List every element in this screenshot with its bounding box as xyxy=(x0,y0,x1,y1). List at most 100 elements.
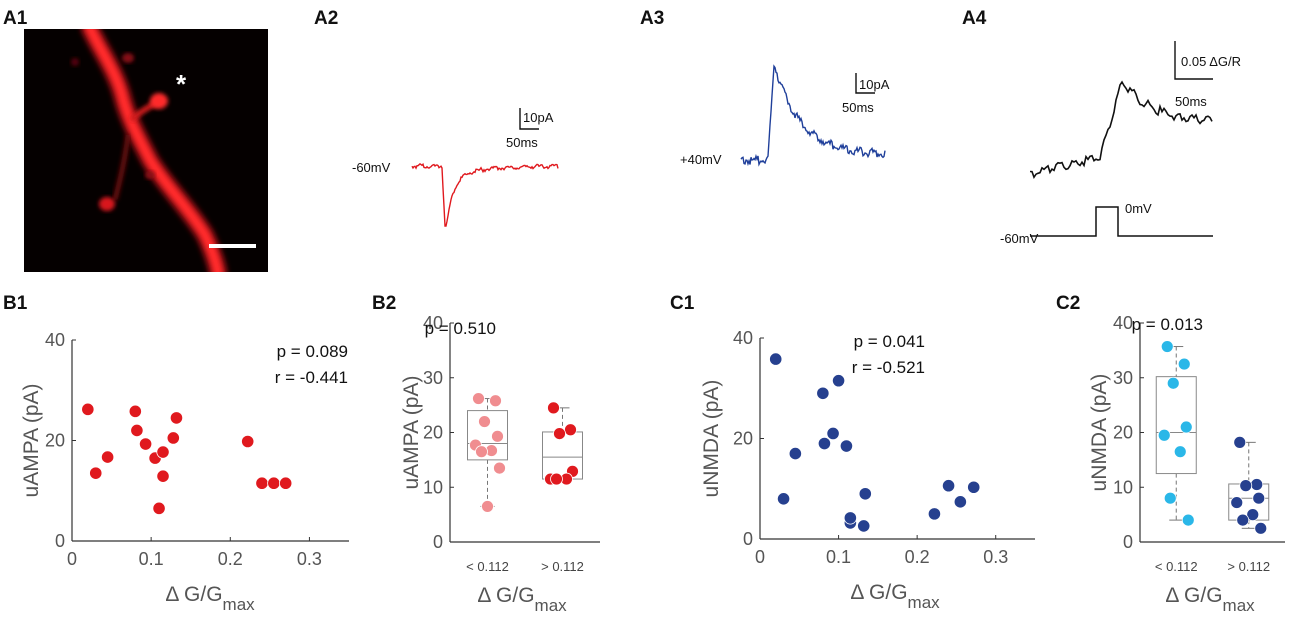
c1-y-tick-label: 40 xyxy=(733,328,753,348)
c1-data-point xyxy=(816,386,830,400)
a1-micrograph: * xyxy=(24,29,268,272)
c2-y-tick-label: 30 xyxy=(1113,368,1133,388)
c2-data-point xyxy=(1239,479,1253,493)
b2-x-axis-label: Δ G/Gmax xyxy=(477,584,567,615)
c2-box xyxy=(1155,376,1197,475)
a2-holding-label: -60mV xyxy=(352,160,391,175)
panel-label-a3: A3 xyxy=(640,8,664,29)
a2-epsc-trace xyxy=(411,162,559,227)
b2-data-point xyxy=(547,401,560,415)
b1-x-tick-label: 0.1 xyxy=(139,549,164,569)
b1-x-tick-label: 0.3 xyxy=(297,549,322,569)
c2-stat-1: p = 0.013 xyxy=(1132,315,1203,334)
c1-data-point xyxy=(927,507,942,521)
c2-box-chart: 0 10 20 30 40 uNMDA (pA) Δ G/Gmax p = 0.013 < 0.… xyxy=(1088,313,1285,615)
spine-asterisk: * xyxy=(176,69,187,99)
b2-y-tick-label: 0 xyxy=(433,532,443,552)
a2-scale-bar: 10pA 50ms xyxy=(506,108,554,150)
b2-y-tick-label: 40 xyxy=(423,313,443,333)
b1-x-axis-label: Δ G/Gmax xyxy=(165,583,255,614)
b1-data-point xyxy=(156,469,170,483)
b1-data-point xyxy=(152,501,166,515)
b1-x-tick-label: 0 xyxy=(67,549,77,569)
panel-label-c1: C1 xyxy=(670,293,695,314)
panel-label-a1: A1 xyxy=(3,8,28,29)
b1-data-point xyxy=(156,445,170,459)
c2-y-tick-label: 0 xyxy=(1123,532,1133,552)
b1-data-point xyxy=(267,476,281,490)
b2-y-axis-label: uAMPA (pA) xyxy=(400,376,423,490)
b1-data-point xyxy=(81,402,95,416)
b1-data-point xyxy=(130,423,144,438)
c1-data-point xyxy=(967,480,981,494)
b2-data-point xyxy=(550,472,563,486)
b1-data-point xyxy=(139,437,153,451)
c1-data-point xyxy=(839,439,854,453)
c2-data-point xyxy=(1173,445,1187,459)
c1-y-tick-label: 0 xyxy=(743,529,753,549)
c1-data-point xyxy=(941,479,956,493)
c2-data-point xyxy=(1252,491,1266,505)
b2-stat-1: p = 0.510 xyxy=(425,319,496,338)
c2-y-tick-label: 10 xyxy=(1113,477,1133,497)
b1-stat-1: p = 0.089 xyxy=(277,342,348,361)
c2-data-point xyxy=(1230,496,1244,509)
b2-data-point xyxy=(478,415,491,428)
a4-voltage-step xyxy=(1030,206,1213,237)
panel-label-c2: C2 xyxy=(1056,293,1080,314)
b2-data-point xyxy=(564,423,577,437)
a2-scale-y: 10pA xyxy=(523,110,554,125)
a4-scale-x: 50ms xyxy=(1175,94,1207,109)
b1-data-point xyxy=(241,434,255,449)
b2-data-point xyxy=(493,461,506,475)
panel-label-b1: B1 xyxy=(3,293,28,314)
a3-scale-x: 50ms xyxy=(842,100,874,115)
c1-data-point xyxy=(953,495,967,509)
a3-scale-y: 10pA xyxy=(859,77,890,92)
b1-data-point xyxy=(166,431,180,445)
c1-stat-1: p = 0.041 xyxy=(854,332,925,351)
b1-data-point xyxy=(128,404,142,418)
b2-y-tick-label: 30 xyxy=(423,368,443,388)
c1-data-point xyxy=(769,352,783,366)
a4-scale-bar: 0.05 ΔG/R 50ms xyxy=(1174,41,1241,109)
a3-scale-bar: 10pA 50ms xyxy=(842,73,890,115)
b2-y-tick-label: 10 xyxy=(423,477,443,497)
c1-x-tick-label: 0.2 xyxy=(905,547,930,567)
c2-y-tick-label: 40 xyxy=(1113,313,1133,333)
c1-data-point xyxy=(776,492,791,506)
a4-step-low-label: -60mV xyxy=(1000,231,1039,246)
a3-holding-label: +40mV xyxy=(680,152,722,167)
b2-box xyxy=(467,410,508,461)
c1-data-point xyxy=(788,446,802,461)
b1-data-point xyxy=(279,476,293,490)
c1-data-point xyxy=(831,374,846,388)
panel-label-b2: B2 xyxy=(372,293,396,314)
c2-data-point xyxy=(1181,513,1195,527)
b1-scatter-chart: 0 20 40 uAMPA (pA) Δ G/Gmax p = 0.089 r = -0.4… xyxy=(20,330,349,614)
c2-data-point xyxy=(1246,508,1260,522)
b1-data-point xyxy=(89,466,103,480)
b2-category-label: > 0.112 xyxy=(541,559,584,574)
b1-y-tick-label: 20 xyxy=(45,431,65,451)
panel-label-a4: A4 xyxy=(962,8,987,29)
b2-category-label: < 0.112 xyxy=(466,559,509,574)
c2-y-tick-label: 20 xyxy=(1113,423,1133,443)
b1-y-axis-label: uAMPA (pA) xyxy=(20,384,43,498)
c2-y-axis-label: uNMDA (pA) xyxy=(1088,374,1111,492)
b2-data-point xyxy=(553,427,566,440)
b2-y-tick-label: 20 xyxy=(423,423,443,443)
b1-y-tick-label: 40 xyxy=(45,330,65,350)
b1-x-tick-label: 0.2 xyxy=(218,549,243,569)
c2-data-point xyxy=(1250,478,1264,491)
c1-y-tick-label: 20 xyxy=(733,429,753,449)
b2-data-point xyxy=(491,429,504,443)
c1-x-tick-label: 0 xyxy=(755,547,765,567)
c1-y-axis-label: uNMDA (pA) xyxy=(700,380,723,498)
b2-data-point xyxy=(481,500,494,513)
c2-data-point xyxy=(1157,428,1171,442)
c2-category-label: > 0.112 xyxy=(1227,559,1270,574)
c2-data-point xyxy=(1233,435,1247,449)
c1-scatter-chart: 0 20 40 uNMDA (pA) Δ G/Gmax p = 0.041 r = -0.5… xyxy=(700,328,1035,612)
b2-data-point xyxy=(489,394,502,408)
